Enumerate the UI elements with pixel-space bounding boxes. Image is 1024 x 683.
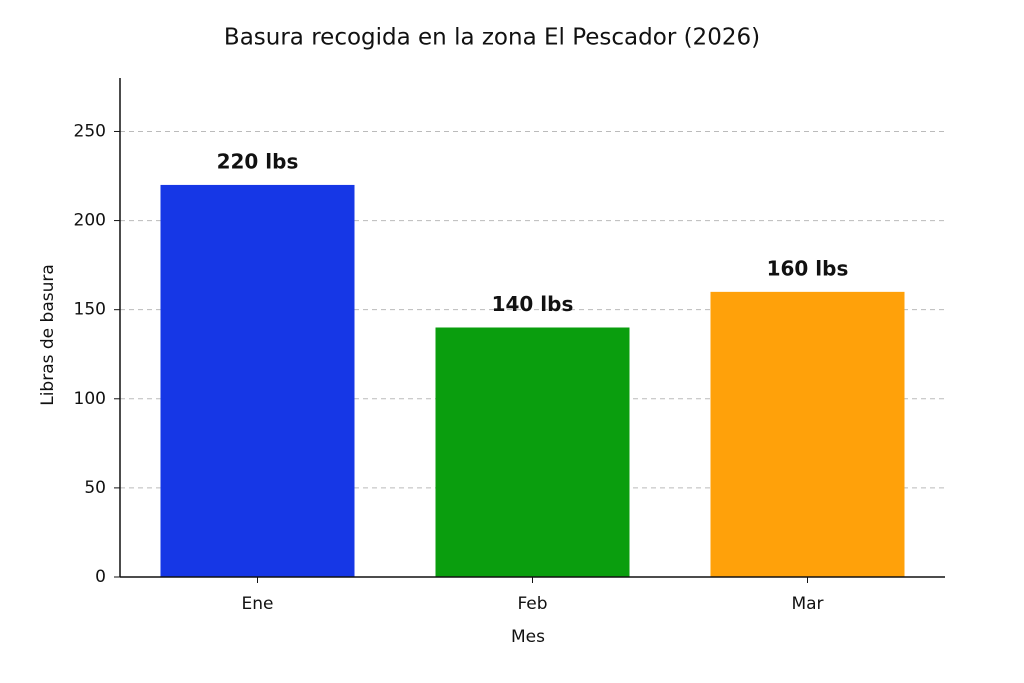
y-tick-label: 100: [74, 389, 106, 409]
data-label: 140 lbs: [492, 292, 574, 316]
x-axis-label: Mes: [511, 627, 545, 647]
chart-title: Basura recogida en la zona El Pescador (…: [224, 25, 760, 51]
bar: [710, 291, 905, 577]
y-tick-label: 150: [74, 300, 106, 320]
x-tick-label: Ene: [242, 594, 274, 614]
y-tick-label: 200: [74, 211, 106, 231]
y-tick-label: 0: [95, 567, 106, 587]
y-tick-label: 250: [74, 121, 106, 141]
y-tick-label: 50: [84, 478, 106, 498]
y-axis-label: Libras de basura: [38, 264, 58, 406]
bar: [435, 327, 630, 577]
x-tick-label: Mar: [791, 594, 823, 614]
data-label: 160 lbs: [767, 256, 849, 280]
bar: [160, 184, 355, 577]
data-label: 220 lbs: [217, 149, 299, 173]
x-tick-label: Feb: [517, 594, 547, 614]
